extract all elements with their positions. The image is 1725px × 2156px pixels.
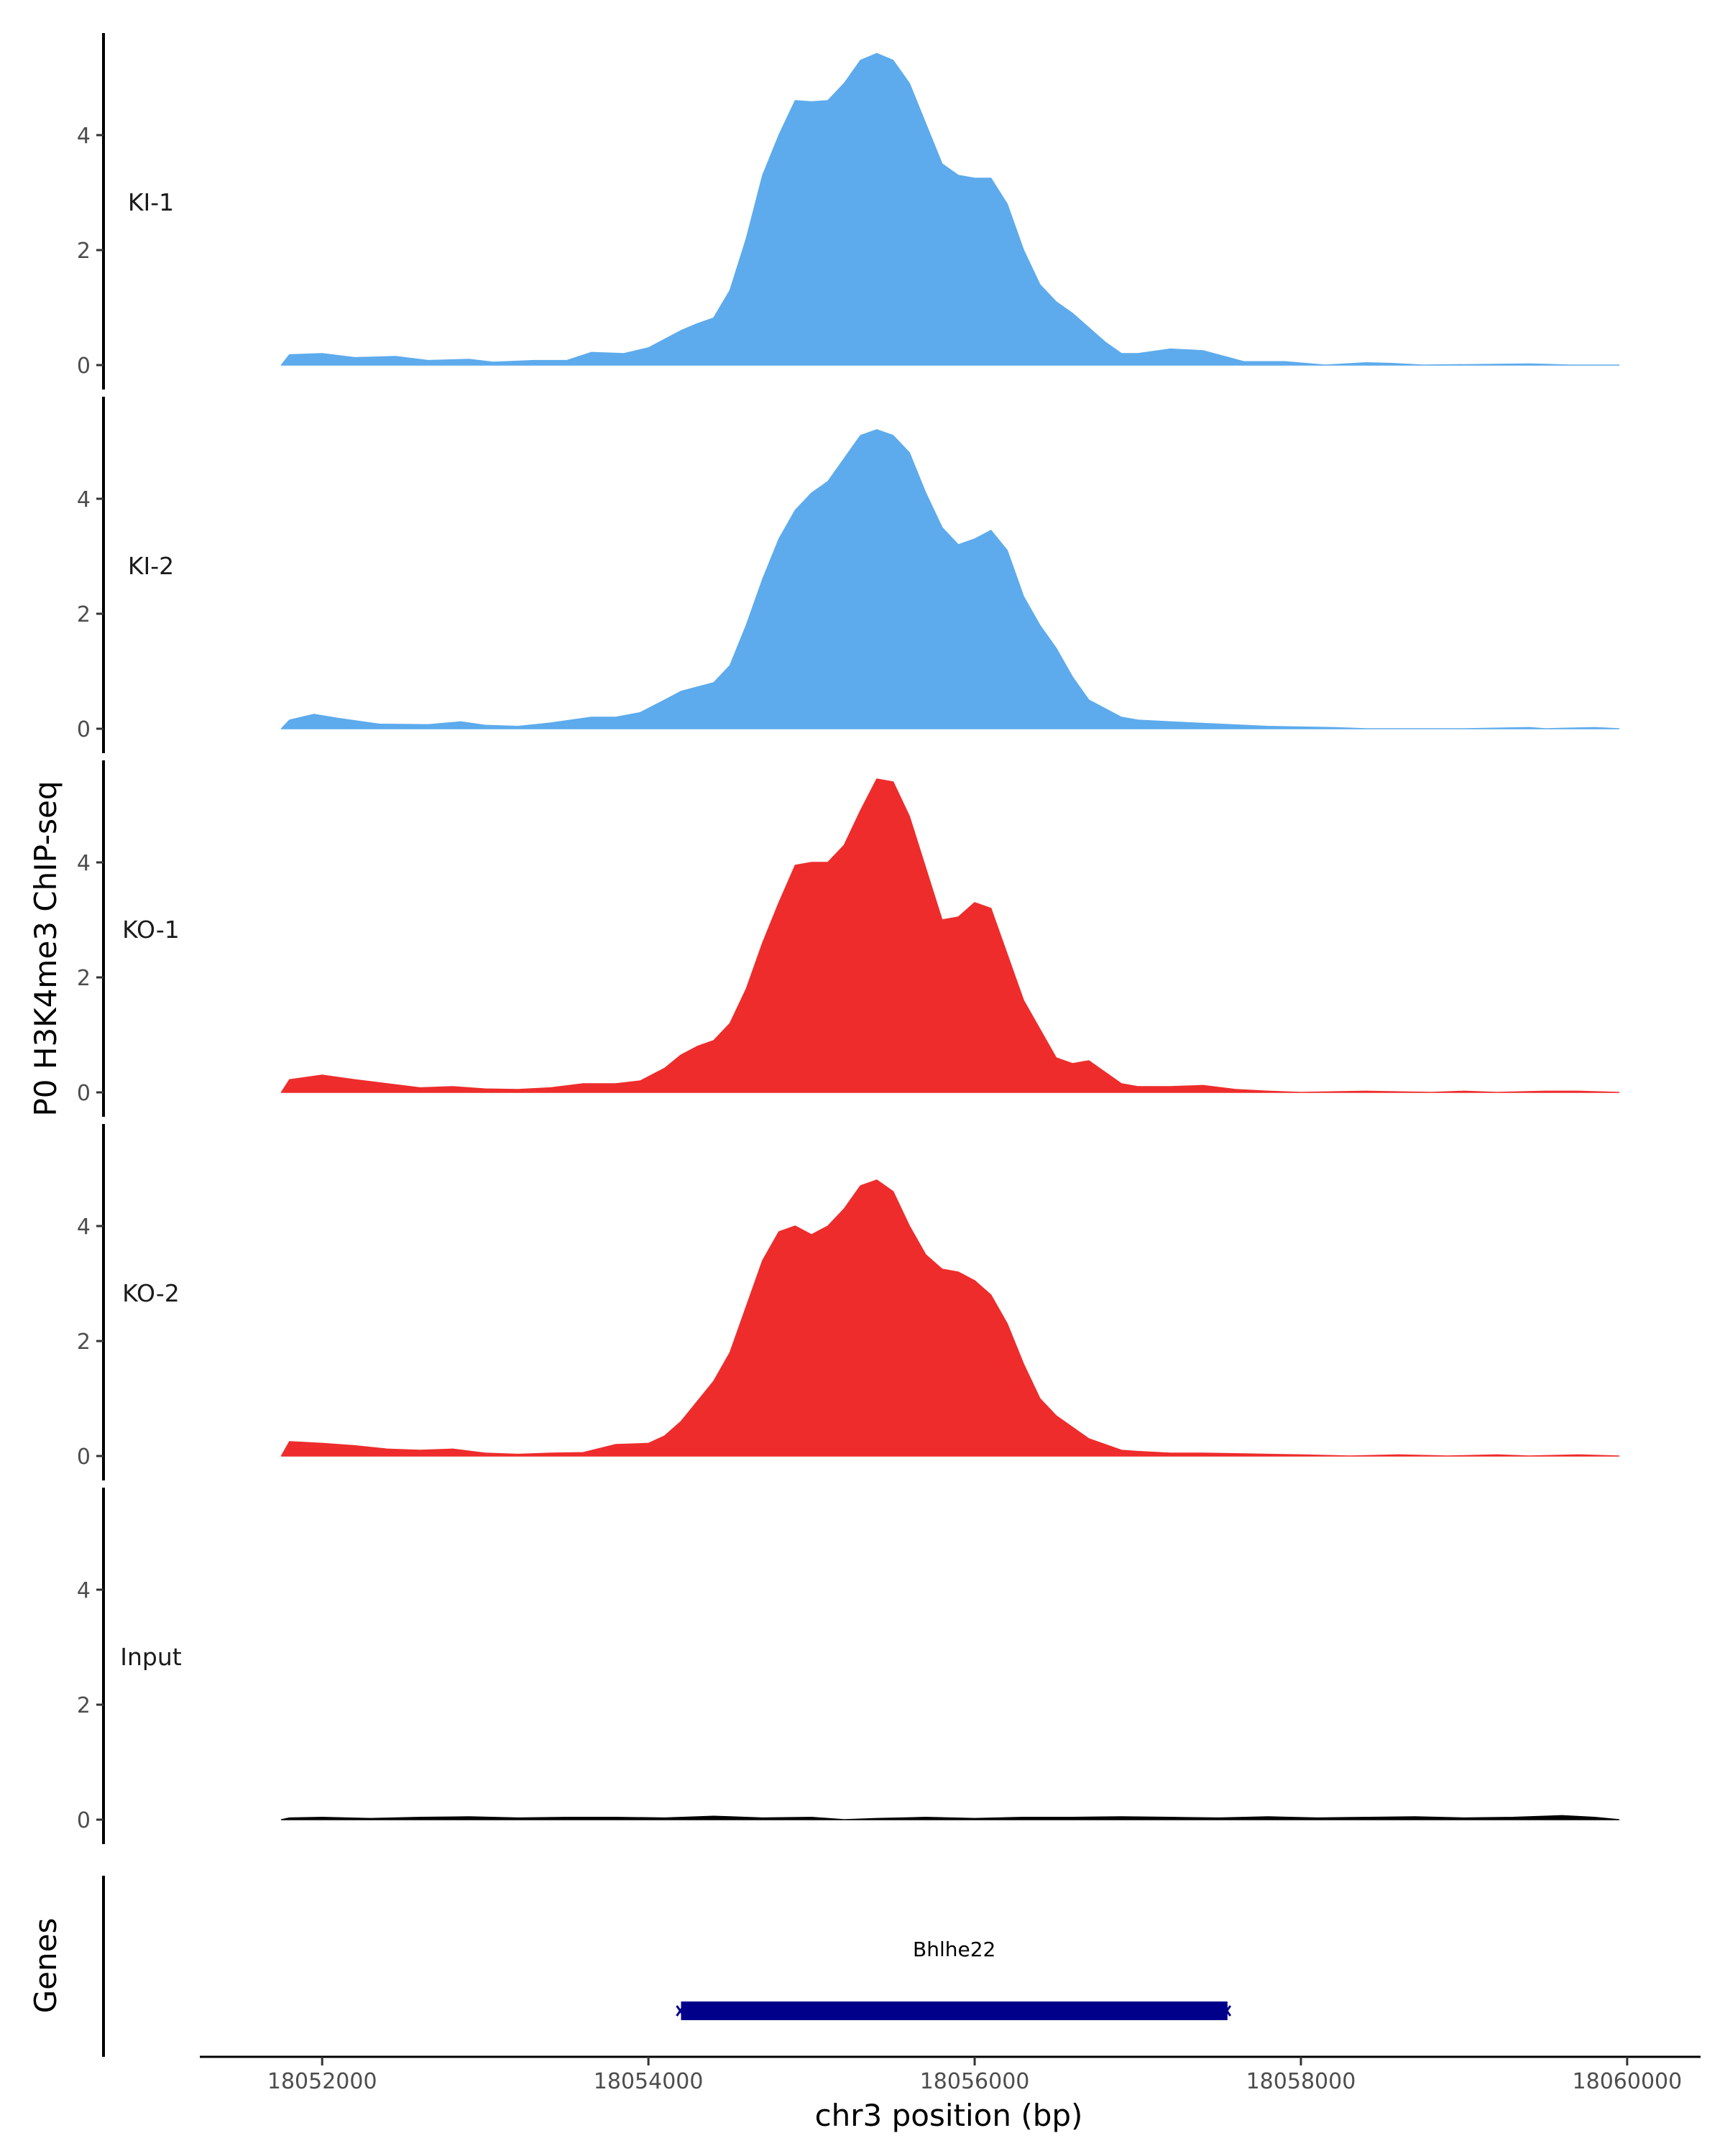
signal-area-ki-2 [280, 429, 1620, 729]
track-label: KI-2 [128, 552, 174, 580]
track-label: KI-1 [128, 188, 174, 216]
x-axis: 18052000 18054000 18056000 18058000 18060000… [200, 2055, 1701, 2133]
y-tick-label: 2 [77, 602, 91, 627]
y-tick-label: 0 [77, 354, 91, 379]
gene-label: Bhlhe22 [913, 1938, 995, 1961]
y-tick-label: 2 [77, 1330, 91, 1355]
y-tick-label: 2 [77, 966, 91, 991]
gene-start-marker [676, 2005, 685, 2017]
x-axis-title: chr3 position (bp) [815, 2098, 1083, 2133]
y-tick-label: 2 [77, 1693, 91, 1718]
y-tick-label: 4 [77, 487, 91, 512]
y-tick-label: 0 [77, 717, 91, 742]
track-ko-2: 0 2 4 KO-2 [77, 1124, 1620, 1480]
y-tick-label: 0 [77, 1808, 91, 1833]
x-tick-label: 18054000 [594, 2069, 704, 2094]
track-label: KO-1 [122, 916, 180, 944]
y-tick-label: 4 [77, 1215, 91, 1240]
signal-area-ko-2 [280, 1179, 1620, 1457]
x-tick-label: 18052000 [267, 2069, 377, 2094]
x-tick-label: 18060000 [1573, 2069, 1683, 2094]
gene-track: Genes Bhlhe22 [28, 1876, 1232, 2057]
y-tick-label: 4 [77, 124, 91, 149]
gene-track-title: Genes [28, 1918, 63, 2014]
signal-area-input [280, 1815, 1620, 1820]
gene-body-bhlhe22 [681, 2001, 1228, 2020]
y-tick-label: 4 [77, 851, 91, 876]
track-ko-1: 0 2 4 KO-1 [77, 760, 1620, 1117]
x-tick-label: 18058000 [1246, 2069, 1356, 2094]
y-tick-label: 0 [77, 1081, 91, 1106]
signal-area-ko-1 [280, 778, 1620, 1093]
y-tick-label: 2 [77, 239, 91, 264]
y-tick-label: 4 [77, 1578, 91, 1603]
track-ki-2: 0 2 4 KI-2 [77, 397, 1620, 753]
signal-area-ki-1 [280, 52, 1620, 366]
track-input: 0 2 4 Input [77, 1488, 1620, 1844]
track-label: KO-2 [122, 1279, 180, 1307]
gene-items: Bhlhe22 [676, 1938, 1232, 2020]
signal-tracks: 0 2 4 KI-1 0 2 4 KI-2 0 2 4 KO-1 0 2 4 KO-2 0 2 4 Input [77, 33, 1620, 1844]
x-axis-ticks: 18052000 18054000 18056000 18058000 18060000 [267, 2057, 1682, 2094]
y-axis-title: P0 H3K4me3 ChIP-seq [28, 780, 63, 1116]
gene-end-marker [1222, 2005, 1232, 2017]
x-tick-label: 18056000 [920, 2069, 1030, 2094]
y-tick-label: 0 [77, 1445, 91, 1470]
track-label: Input [120, 1643, 182, 1671]
track-ki-1: 0 2 4 KI-1 [77, 33, 1620, 390]
